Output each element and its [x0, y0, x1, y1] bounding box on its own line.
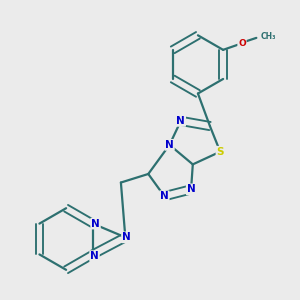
Text: CH₃: CH₃	[261, 32, 276, 41]
Text: O: O	[238, 38, 246, 47]
Text: N: N	[165, 140, 174, 150]
Text: N: N	[91, 219, 100, 229]
Text: N: N	[160, 191, 169, 201]
Text: S: S	[216, 147, 224, 157]
Text: N: N	[122, 232, 131, 242]
Text: N: N	[176, 116, 185, 126]
Text: N: N	[90, 251, 99, 261]
Text: N: N	[187, 184, 196, 194]
